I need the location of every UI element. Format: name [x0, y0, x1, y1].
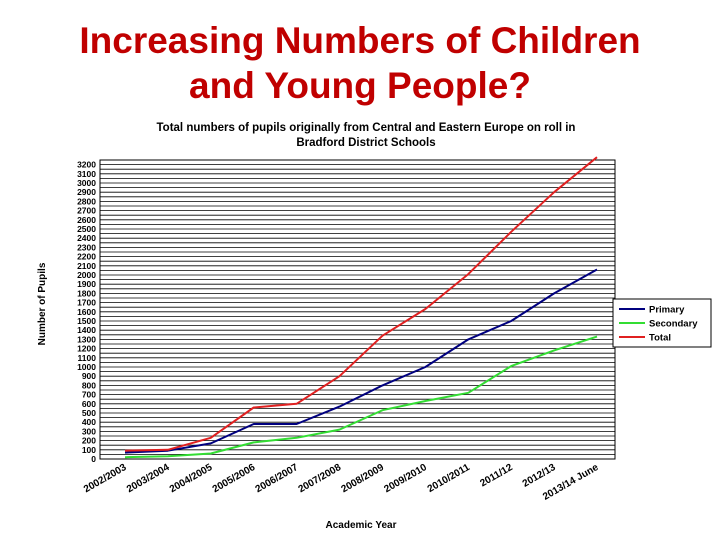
y-tick-label: 2700 [77, 206, 96, 216]
series-line-secondary [124, 335, 598, 459]
slide-title-line-2: and Young People? [189, 65, 531, 106]
x-tick-label: 2003/2004 [125, 462, 172, 495]
y-axis-label: Number of Pupils [37, 262, 48, 345]
y-tick-label: 2000 [77, 270, 96, 280]
y-tick-label: 3000 [77, 178, 96, 188]
y-tick-label: 400 [82, 417, 96, 427]
legend-label-primary: Primary [649, 305, 685, 316]
y-tick-label: 0 [91, 454, 96, 464]
y-tick-label: 2900 [77, 187, 96, 197]
y-tick-label: 1500 [77, 316, 96, 326]
y-tick-label: 100 [82, 445, 96, 455]
y-tick-label: 300 [82, 426, 96, 436]
y-tick-label: 2400 [77, 233, 96, 243]
y-tick-label: 2500 [77, 224, 96, 234]
x-tick-label: 2008/2009 [340, 462, 387, 495]
y-tick-label: 2600 [77, 215, 96, 225]
chart-title-line-1: Total numbers of pupils originally from … [157, 122, 576, 134]
x-tick-label: 2004/2005 [168, 462, 215, 495]
y-tick-label: 800 [82, 380, 96, 390]
legend-label-secondary: Secondary [649, 319, 698, 330]
plot-frame [99, 159, 616, 460]
y-tick-label: 1200 [77, 344, 96, 354]
slide-title: Increasing Numbers of Children and Young… [0, 18, 720, 108]
x-tick-label: 2009/2010 [382, 462, 429, 495]
chart-title-line-2: Bradford District Schools [296, 137, 435, 149]
y-tick-label: 200 [82, 436, 96, 446]
y-tick-label: 900 [82, 371, 96, 381]
x-axis-label: Academic Year [326, 520, 397, 531]
legend-label-total: Total [649, 333, 671, 344]
y-tick-label: 1400 [77, 325, 96, 335]
y-tick-label: 1800 [77, 288, 96, 298]
y-tick-label: 3200 [77, 160, 96, 170]
y-tick-label: 600 [82, 399, 96, 409]
series-line-primary [124, 268, 598, 454]
y-tick-label: 1300 [77, 334, 96, 344]
y-tick-label: 2800 [77, 196, 96, 206]
y-tick-label: 700 [82, 390, 96, 400]
y-tick-label: 1000 [77, 362, 96, 372]
y-tick-label: 2300 [77, 242, 96, 252]
x-tick-label: 2006/2007 [254, 462, 301, 495]
legend: Primary Secondary Total [612, 298, 712, 348]
y-tick-label: 500 [82, 408, 96, 418]
y-tick-label: 1700 [77, 298, 96, 308]
series-line-total [124, 156, 598, 452]
x-tick-label: 2007/2008 [297, 462, 344, 495]
slide-title-line-1: Increasing Numbers of Children [79, 20, 641, 61]
x-tick-label: 2011/12 [478, 462, 515, 490]
x-tick-label: 2010/2011 [426, 462, 472, 495]
y-tick-label: 3100 [77, 169, 96, 179]
y-tick-label: 1100 [78, 353, 97, 363]
y-tick-label: 2200 [77, 252, 96, 262]
plot-area: 0100200300400500600700800900100011001200… [77, 156, 616, 503]
y-tick-label: 1900 [77, 279, 96, 289]
x-tick-label: 2005/2006 [211, 462, 258, 495]
y-tick-label: 2100 [77, 261, 96, 271]
x-tick-label: 2012/13 [521, 462, 558, 490]
x-tick-label: 2002/2003 [82, 462, 129, 495]
y-tick-label: 1600 [77, 307, 96, 317]
line-chart: Total numbers of pupils originally from … [37, 122, 712, 531]
